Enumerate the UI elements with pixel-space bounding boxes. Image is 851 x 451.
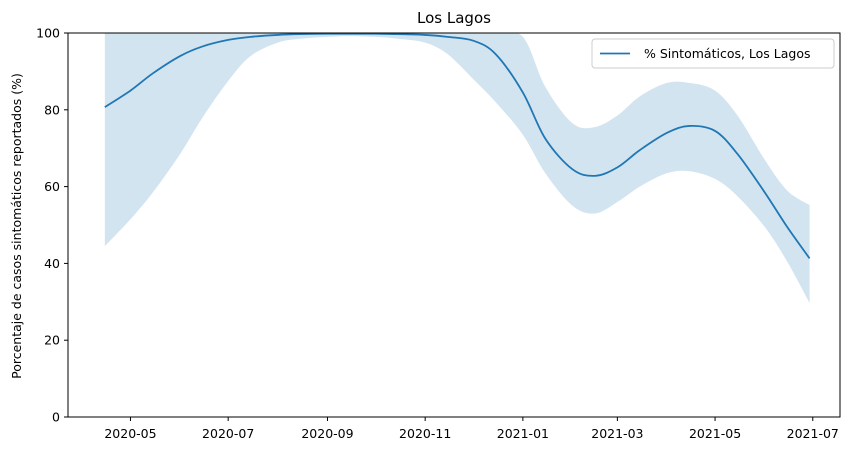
- x-tick-label: 2020-05: [104, 426, 156, 441]
- y-tick-label: 40: [44, 256, 60, 271]
- axes: 0 20 40 60 80 100 2020-05 2020-07 2020-09 2020-11…: [36, 26, 841, 441]
- y-tick-label: 100: [36, 26, 60, 41]
- legend: % Sintomáticos, Los Lagos: [591, 38, 835, 69]
- x-tick-label: 2021-07: [787, 426, 839, 441]
- x-tick-label: 2021-05: [689, 426, 741, 441]
- plot-area: [104, 33, 811, 303]
- x-tick-label: 2021-01: [497, 426, 549, 441]
- y-tick-label: 20: [44, 333, 60, 348]
- legend-box: [591, 38, 835, 69]
- y-tick-label: 0: [52, 410, 60, 425]
- y-tick-label: 60: [44, 179, 60, 194]
- x-tick-label: 2020-09: [301, 426, 353, 441]
- confidence-band: [104, 33, 810, 303]
- x-tick-label: 2021-03: [591, 426, 643, 441]
- axes-frame: [67, 32, 841, 418]
- y-tick-label: 80: [44, 102, 60, 117]
- x-tick-label: 2020-11: [399, 426, 451, 441]
- series-line: [104, 33, 811, 259]
- y-axis-label: Porcentaje de casos sintomáticos reporta…: [9, 73, 24, 379]
- chart-title: Los Lagos: [417, 9, 491, 27]
- legend-label: % Sintomáticos, Los Lagos: [644, 46, 811, 61]
- x-tick-label: 2020-07: [202, 426, 254, 441]
